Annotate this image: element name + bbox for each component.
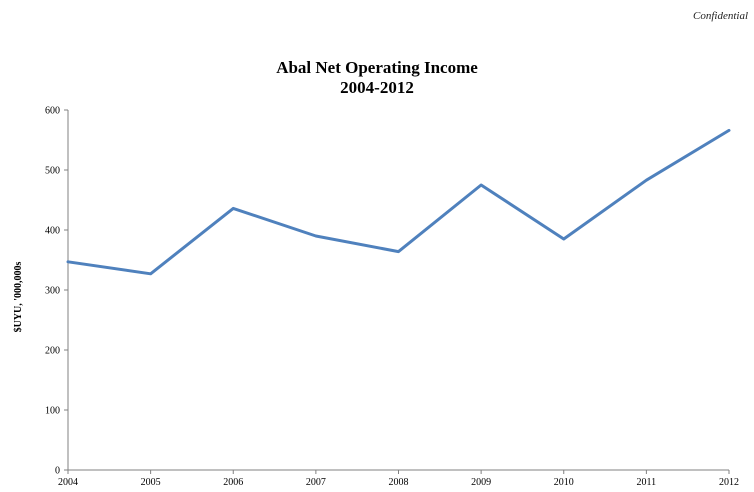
y-tick-label: 500	[45, 166, 60, 177]
x-tick-label: 2011	[637, 477, 657, 488]
x-tick-label: 2008	[389, 477, 409, 488]
chart-title-block: Abal Net Operating Income 2004-2012	[0, 58, 754, 98]
chart-ticks: 0 100 200 300 400 500 600 2004 2005 2006 2007 2008 2…	[45, 106, 739, 489]
y-tick-label: 600	[45, 106, 60, 117]
y-tick-label: 300	[45, 286, 60, 297]
y-tick-label: 0	[55, 466, 60, 477]
x-tick-label: 2010	[554, 477, 574, 488]
x-tick-label: 2005	[141, 477, 161, 488]
y-tick-label: 100	[45, 406, 60, 417]
x-tick-label: 2006	[223, 477, 243, 488]
confidential-label: Confidential	[693, 10, 748, 22]
chart-series	[66, 128, 731, 276]
y-tick-label: 400	[45, 226, 60, 237]
x-tick-label: 2012	[719, 477, 739, 488]
x-tick-label: 2004	[58, 477, 78, 488]
chart-title: Abal Net Operating Income	[276, 58, 478, 77]
x-tick-label: 2007	[306, 477, 326, 488]
chart-axes	[67, 110, 729, 471]
chart-subtitle: 2004-2012	[340, 78, 414, 97]
x-tick-label: 2009	[471, 477, 491, 488]
y-axis-title: $UYU, '000,000s	[13, 261, 24, 332]
y-tick-label: 200	[45, 346, 60, 357]
series-line-0	[66, 128, 731, 276]
